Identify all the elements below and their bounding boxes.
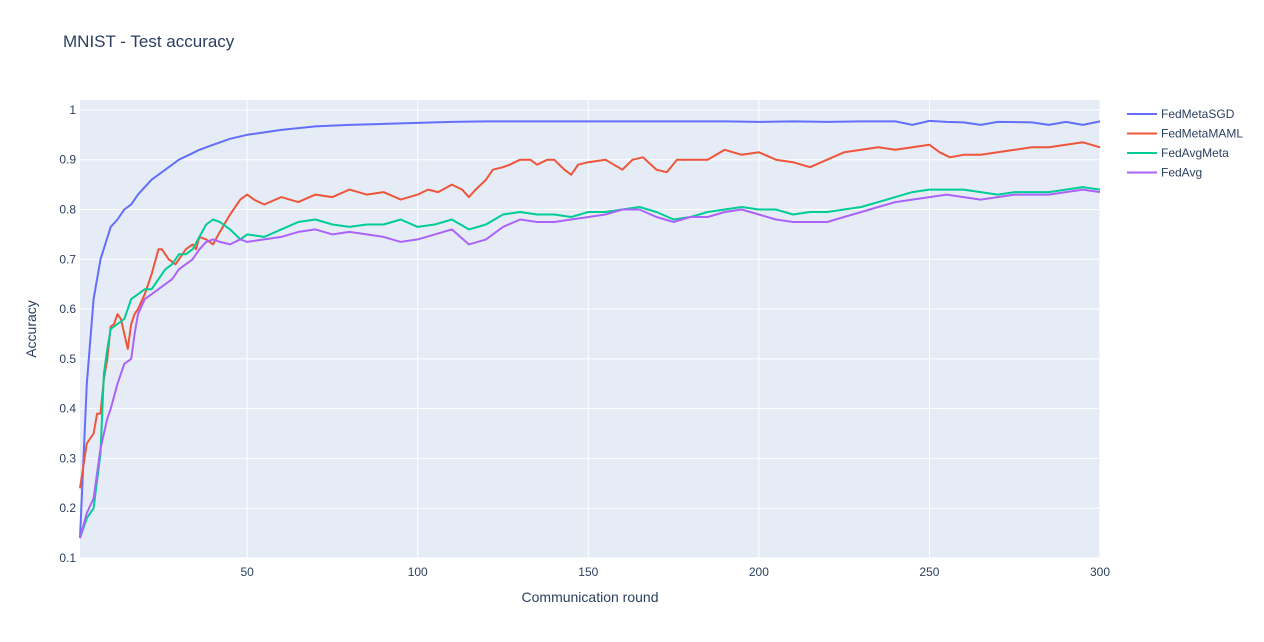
- y-tick-label: 0.5: [59, 352, 76, 366]
- y-tick-label: 0.1: [59, 551, 76, 565]
- legend-item-fedavgmeta[interactable]: FedAvgMeta: [1127, 146, 1229, 160]
- legend-item-fedavg[interactable]: FedAvg: [1127, 166, 1202, 180]
- legend-item-fedmetasgd[interactable]: FedMetaSGD: [1127, 107, 1235, 121]
- y-tick-label: 0.2: [59, 501, 76, 515]
- x-tick-label: 300: [1090, 565, 1110, 579]
- legend-label: FedAvg: [1161, 166, 1202, 180]
- legend: FedMetaSGD FedMetaMAML FedAvgMeta FedAvg: [1127, 107, 1243, 180]
- x-tick-label: 50: [240, 565, 254, 579]
- y-tick-label: 0.3: [59, 451, 76, 465]
- series-lines: [79, 119, 1101, 539]
- legend-label: FedAvgMeta: [1161, 146, 1229, 160]
- grid-lines: [80, 100, 1101, 559]
- x-tick-label: 200: [749, 565, 769, 579]
- y-tick-label: 0.7: [59, 252, 76, 266]
- legend-label: FedMetaSGD: [1161, 107, 1235, 121]
- y-tick-label: 0.4: [59, 402, 76, 416]
- series-line-fedmetamaml: [79, 141, 1101, 489]
- x-tick-label: 100: [408, 565, 428, 579]
- y-axis-title: Accuracy: [23, 300, 39, 358]
- y-tick-label: 0.6: [59, 302, 76, 316]
- x-axis-title: Communication round: [522, 589, 659, 605]
- x-tick-label: 150: [578, 565, 598, 579]
- plot-background: [80, 100, 1100, 558]
- legend-item-fedmetamaml[interactable]: FedMetaMAML: [1127, 127, 1243, 141]
- chart-title: MNIST - Test accuracy: [63, 32, 235, 51]
- y-tick-label: 1: [69, 103, 76, 117]
- series-line-fedavgmeta: [79, 186, 1101, 539]
- series-line-fedmetasgd: [79, 119, 1101, 539]
- y-tick-label: 0.8: [59, 203, 76, 217]
- x-tick-label: 250: [919, 565, 939, 579]
- series-line-fedavg: [79, 188, 1101, 539]
- y-tick-label: 0.9: [59, 153, 76, 167]
- legend-label: FedMetaMAML: [1161, 127, 1243, 141]
